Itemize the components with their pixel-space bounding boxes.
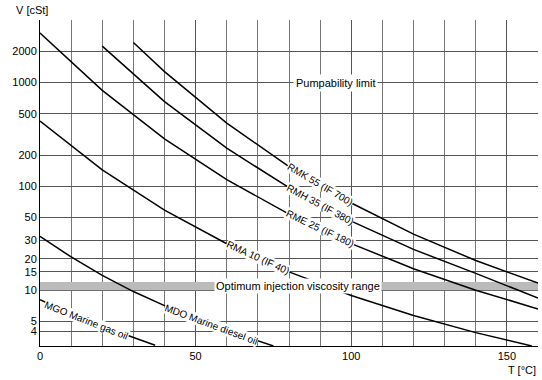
svg-text:20: 20 xyxy=(25,253,37,265)
svg-text:5: 5 xyxy=(31,315,37,327)
svg-text:150: 150 xyxy=(498,350,516,362)
svg-text:50: 50 xyxy=(190,350,202,362)
svg-text:2000: 2000 xyxy=(12,45,36,57)
svg-text:30: 30 xyxy=(25,234,37,246)
svg-text:MDO Marine diesel oil: MDO Marine diesel oil xyxy=(163,302,259,347)
svg-text:V [cSt]: V [cSt] xyxy=(16,4,48,16)
svg-text:Pumpability limit: Pumpability limit xyxy=(296,77,375,89)
svg-text:T [°C]: T [°C] xyxy=(508,364,536,376)
svg-text:MGO Marine gas oil: MGO Marine gas oil xyxy=(43,299,130,342)
svg-text:0: 0 xyxy=(37,350,43,362)
svg-text:RME 25 (IF 180): RME 25 (IF 180) xyxy=(284,208,356,250)
svg-text:10: 10 xyxy=(25,284,37,296)
svg-text:RMK 55 (IF 700): RMK 55 (IF 700) xyxy=(285,161,354,208)
svg-text:15: 15 xyxy=(25,266,37,278)
svg-text:1000: 1000 xyxy=(12,76,36,88)
svg-text:200: 200 xyxy=(18,149,36,161)
svg-text:Optimum injection viscosity ra: Optimum injection viscosity range xyxy=(216,280,380,292)
svg-text:100: 100 xyxy=(18,180,36,192)
svg-text:500: 500 xyxy=(18,108,36,120)
svg-text:RMA 10 (IF 40): RMA 10 (IF 40) xyxy=(225,239,291,277)
svg-text:50: 50 xyxy=(25,211,37,223)
svg-text:RMH 35 (IF 380): RMH 35 (IF 380) xyxy=(285,182,356,227)
svg-text:4: 4 xyxy=(31,325,37,337)
svg-text:100: 100 xyxy=(342,350,360,362)
